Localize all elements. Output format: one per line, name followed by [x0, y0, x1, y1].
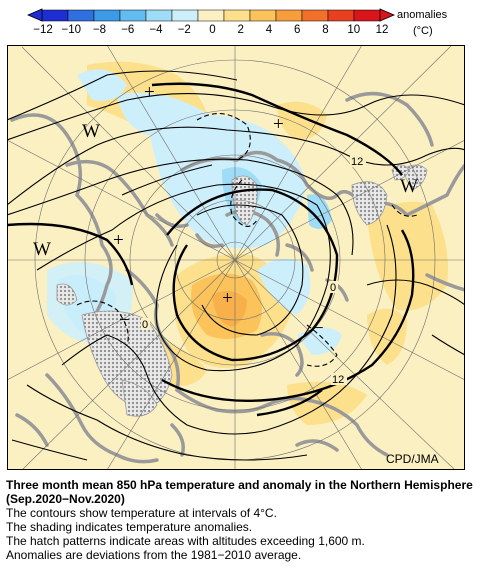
- colorbar-cell: [93, 9, 121, 22]
- colorbar-tick-label: 2: [237, 24, 244, 36]
- low-marker-left: −: [119, 310, 130, 331]
- caption-line: The contours show temperature at interva…: [6, 506, 277, 520]
- anomaly-colorbar: −12 −10 −8 −6 −4 −2 0 2 4 6 8 10 12 anomalies (°C): [0, 0, 480, 42]
- zero-contours: [76, 113, 418, 367]
- contour-label-12-upper: 12: [351, 156, 363, 168]
- map-canvas: W W W + + + + − − 12 0 0 12: [6, 44, 467, 471]
- colorbar-cell: [249, 9, 277, 22]
- colorbar-cell: [223, 9, 251, 22]
- high-marker-left: +: [113, 230, 124, 251]
- colorbar-tick-label: 12: [375, 24, 389, 36]
- colorbar-tick-label: −2: [177, 24, 191, 36]
- colorbar-cell: [275, 9, 303, 22]
- temperature-contours: [6, 70, 466, 461]
- high-marker-center: +: [222, 288, 233, 309]
- colorbar-tick-label: 8: [322, 24, 329, 36]
- colorbar-cell: [197, 9, 225, 22]
- polar-map: W W W + + + + − − 12 0 0 12 CPD/JMA: [6, 44, 467, 471]
- colorbar-cell: [171, 9, 199, 22]
- high-marker-upper: +: [273, 114, 284, 135]
- colorbar-left-arrow: [26, 8, 43, 22]
- colorbar-cell: [353, 9, 381, 22]
- low-marker-right: −: [313, 318, 324, 339]
- colorbar-unit: (°C): [413, 25, 433, 37]
- caption-line: The hatch patterns indicate areas with a…: [6, 534, 365, 548]
- continent-outlines: [10, 91, 467, 464]
- map-labels: W W W + + + + − −: [33, 82, 418, 339]
- colorbar-tick-label: 6: [294, 24, 301, 36]
- colorbar-tick-label: −8: [92, 24, 107, 36]
- colorbar-tick-label: −10: [61, 24, 82, 36]
- colorbar-tick-label: −6: [121, 24, 135, 36]
- map-frame: [7, 45, 465, 470]
- warm-marker-right: W: [400, 176, 418, 197]
- map-credit: CPD/JMA: [386, 452, 439, 466]
- colorbar-tick-label: 10: [347, 24, 361, 36]
- colorbar-graphic: [26, 8, 396, 22]
- high-marker-top: +: [144, 82, 155, 103]
- warm-marker-left-2: W: [33, 239, 51, 260]
- colorbar-cell: [145, 9, 173, 22]
- contour-label-0-left: 0: [142, 319, 148, 331]
- colorbar-cell: [67, 9, 95, 22]
- contour-label-0-right: 0: [330, 282, 336, 294]
- caption-line: The shading indicates temperature anomal…: [6, 520, 253, 534]
- colorbar-tick-label: 0: [209, 24, 216, 36]
- contour-value-labels: 12 0 0 12: [141, 155, 366, 386]
- contour-label-12-lower: 12: [332, 374, 344, 386]
- colorbar-tick-label: 4: [265, 24, 273, 36]
- colorbar-tick-label: −12: [33, 24, 53, 36]
- figure-caption: Three month mean 850 hPa temperature and…: [6, 478, 474, 562]
- colorbar-cell: [119, 9, 147, 22]
- colorbar-cell: [301, 9, 329, 22]
- colorbar-right-arrow: [379, 8, 396, 22]
- colorbar-cell: [41, 9, 69, 22]
- colorbar-unit-label: anomalies: [397, 9, 448, 21]
- colorbar-tick-label: −4: [149, 24, 163, 36]
- colorbar-cell: [327, 9, 355, 22]
- caption-line: Anomalies are deviations from the 1981−2…: [6, 548, 302, 562]
- caption-title: Three month mean 850 hPa temperature and…: [6, 478, 473, 506]
- warm-marker-left: W: [82, 121, 100, 142]
- bold-contours: [6, 82, 415, 417]
